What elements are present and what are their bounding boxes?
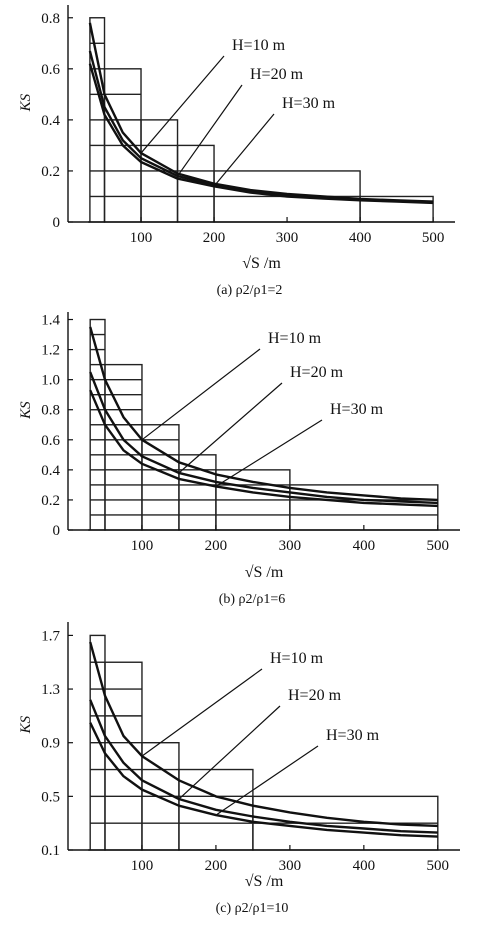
y-tick-label: 1.4 [41, 313, 60, 329]
series-line-20m [89, 371, 438, 505]
leader-line [215, 419, 323, 487]
ann-c-label-0: H=10 m [270, 650, 324, 667]
x-tick-label: 100 [131, 858, 154, 874]
x-tick-label: 400 [349, 230, 372, 246]
x-tick-label: 300 [279, 858, 302, 874]
y-tick-label: 0 [53, 215, 61, 231]
x-axis-label: √S /m [245, 564, 284, 581]
x-tick-label: 200 [205, 538, 228, 554]
y-tick-label: 1.2 [41, 343, 60, 359]
ann-a-label-2: H=30 m [282, 95, 336, 112]
y-tick-label: 0.1 [41, 843, 60, 859]
y-tick-label: 0.8 [41, 403, 60, 419]
y-tick-label: 0.6 [41, 62, 60, 78]
x-tick-label: 500 [427, 858, 450, 874]
chart-panel-a: 0 0.2 0.4 0.6 0.8 100 200 300 400 500 KS √S /m (a) ρ… [18, 5, 455, 298]
y-axis-label: KS [18, 715, 34, 734]
ann-a-label-0: H=10 m [232, 37, 286, 54]
leader-line [178, 705, 281, 800]
x-tick-label: 300 [279, 538, 302, 554]
panel-caption: (c) ρ2/ρ1=10 [216, 901, 289, 916]
y-tick-label: 0.2 [41, 493, 60, 509]
leader-line [213, 113, 275, 187]
x-tick-label: 300 [276, 230, 299, 246]
y-tick-label: 1.3 [41, 682, 60, 698]
ann-b-label-1: H=20 m [290, 364, 344, 381]
panel-caption: (a) ρ2/ρ1=2 [217, 283, 283, 298]
series-line-30m [89, 389, 438, 508]
y-tick-label: 0.8 [41, 11, 60, 27]
x-axis-label: √S /m [245, 873, 284, 890]
series-line-20m [89, 699, 438, 834]
leader-line [140, 55, 225, 154]
leader-line [141, 668, 263, 757]
series-line-10m [89, 641, 438, 828]
x-tick-label: 100 [131, 538, 154, 554]
series-line-30m [89, 722, 438, 838]
ann-c-label-1: H=20 m [288, 687, 342, 704]
x-tick-label: 200 [203, 230, 226, 246]
ann-b-label-2: H=30 m [330, 401, 384, 418]
series-line-30m [88, 63, 434, 205]
x-tick-label: 400 [353, 858, 376, 874]
x-tick-label: 500 [427, 538, 450, 554]
x-tick-label: 500 [422, 230, 445, 246]
y-axis-label: KS [18, 93, 34, 112]
x-tick-label: 100 [130, 230, 153, 246]
y-tick-label: 1.0 [41, 373, 60, 389]
step-column [104, 661, 143, 851]
y-tick-label: 0.4 [41, 463, 60, 479]
ann-a-label-1: H=20 m [250, 66, 304, 83]
step-grid [88, 318, 439, 531]
y-tick-label: 0.9 [41, 736, 60, 752]
x-tick-label: 400 [353, 538, 376, 554]
y-tick-label: 0.4 [41, 113, 60, 129]
y-tick-label: 0.5 [41, 789, 60, 805]
chart-panel-c: 0.1 0.5 0.9 1.3 1.7 100 200 300 400 500 KS √S /m (c)… [18, 622, 460, 916]
x-tick-label: 200 [205, 858, 228, 874]
leader-line [177, 84, 243, 177]
series-line-10m [89, 326, 438, 502]
leader-line [215, 745, 319, 816]
x-axis-label: √S /m [242, 255, 281, 272]
y-tick-label: 1.7 [41, 628, 60, 644]
leader-line [178, 382, 283, 474]
y-axis-label: KS [18, 401, 34, 420]
leader-line [141, 348, 261, 441]
chart-panel-b: 0 0.2 0.4 0.6 0.8 1.0 1.2 1.4 100 200 300 400 500 KS √… [18, 312, 460, 607]
ann-c-label-2: H=30 m [326, 727, 380, 744]
y-tick-label: 0.6 [41, 433, 60, 449]
ann-b-label-0: H=10 m [268, 330, 322, 347]
y-tick-label: 0.2 [41, 164, 60, 180]
y-tick-label: 0 [53, 523, 61, 539]
panel-caption: (b) ρ2/ρ1=6 [219, 592, 286, 607]
step-column [178, 454, 217, 531]
